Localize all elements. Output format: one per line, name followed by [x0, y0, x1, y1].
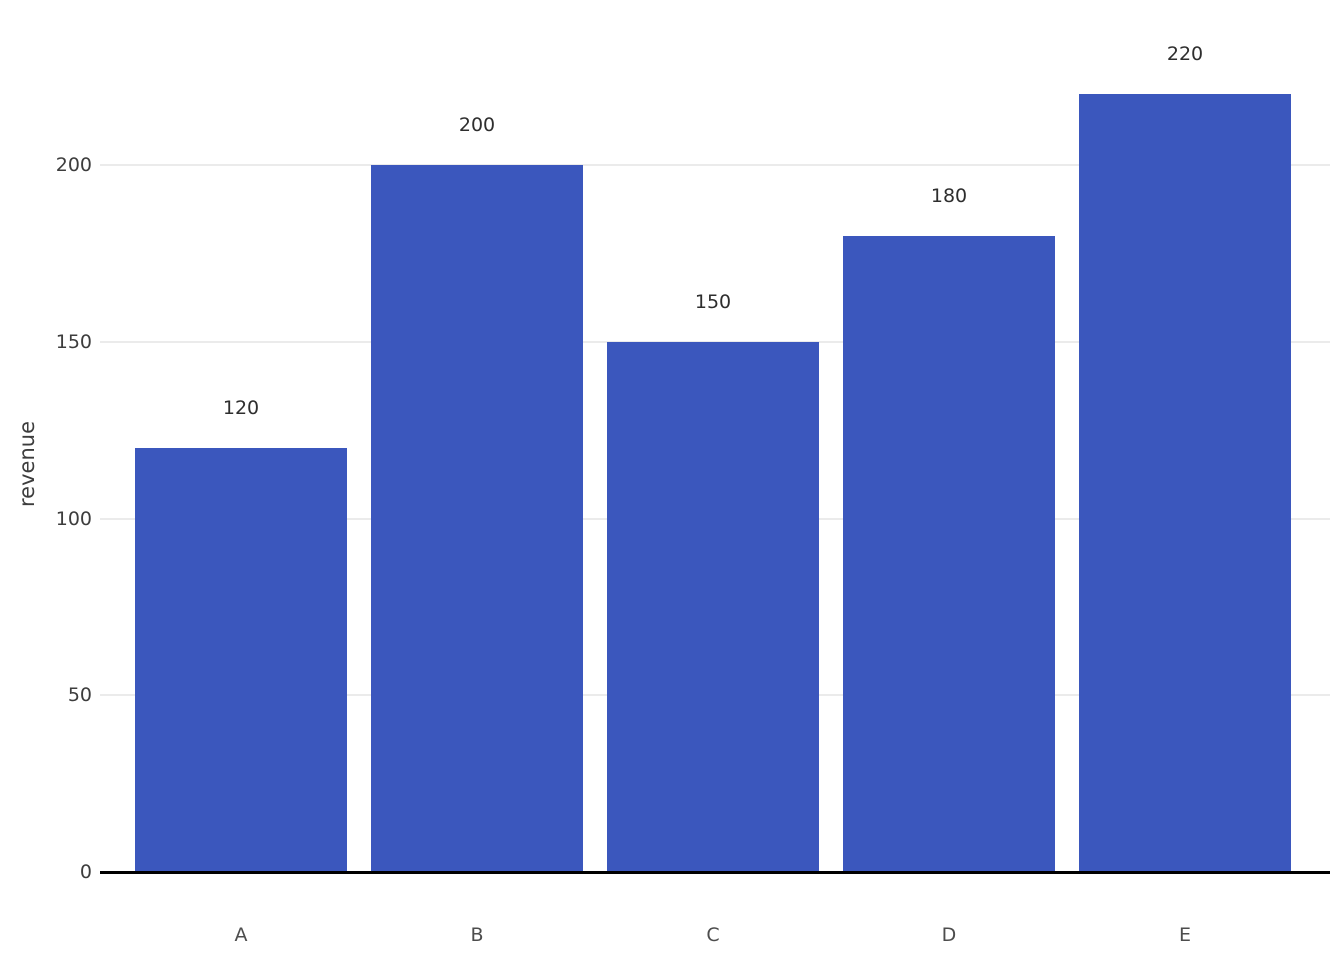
bar-value-label: 120 [222, 396, 260, 419]
y-tick-label: 100 [55, 507, 92, 530]
bar-E [1079, 94, 1291, 872]
bar-D [843, 235, 1055, 872]
x-category-label: C [706, 924, 720, 946]
y-gridline [100, 164, 1330, 166]
x-category-label: A [234, 924, 248, 946]
bar-A [135, 447, 347, 872]
bar-value-label: 150 [694, 290, 732, 313]
bar-value-label: 180 [930, 184, 968, 207]
x-axis-line [100, 871, 1330, 874]
y-axis-label: revenue [15, 421, 39, 507]
bar-value-label: 220 [1166, 43, 1204, 66]
y-tick-label: 200 [55, 154, 92, 176]
x-category-label: E [1178, 924, 1192, 946]
y-tick-label: 50 [67, 684, 92, 707]
x-category-label: D [941, 924, 957, 946]
bar-B [371, 165, 583, 872]
x-category-label: B [470, 924, 484, 946]
bar-value-label: 200 [458, 114, 496, 136]
y-tick-label: 150 [55, 330, 92, 353]
bar-C [607, 341, 819, 872]
y-tick-label: 0 [79, 861, 92, 883]
